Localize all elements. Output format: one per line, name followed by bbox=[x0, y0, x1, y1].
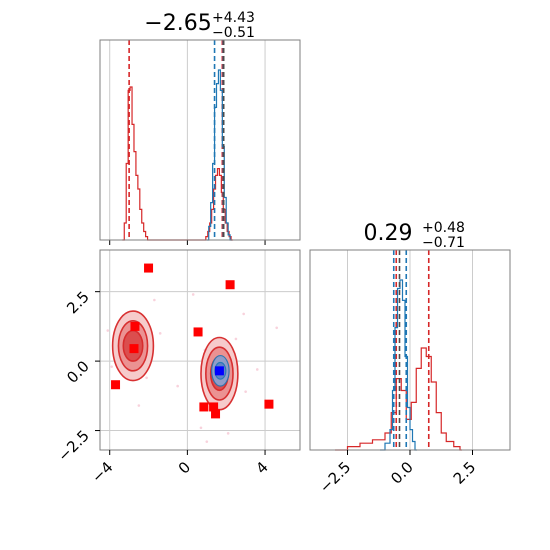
joint-red-marker bbox=[193, 327, 203, 337]
y-marginal-x-tick-label: 0.0 bbox=[387, 458, 417, 488]
joint-sample-point bbox=[242, 312, 245, 316]
joint-red-marker bbox=[199, 402, 209, 412]
y-marginal-x-tick-label: 2.5 bbox=[450, 458, 480, 488]
joint-sample-point bbox=[145, 376, 148, 380]
joint-y-tick-label: −2.5 bbox=[54, 427, 92, 465]
joint-sample-point bbox=[226, 432, 230, 435]
joint-x-tick-label: 0 bbox=[175, 458, 194, 477]
joint-red-marker bbox=[264, 399, 274, 409]
joint-blue-marker bbox=[214, 366, 224, 376]
y-marginal-series-0-step bbox=[335, 347, 462, 451]
joint-red-marker bbox=[144, 263, 154, 273]
joint-x-tick-label: 4 bbox=[252, 458, 271, 477]
joint-sample-point bbox=[153, 298, 156, 302]
joint-sample-point bbox=[191, 293, 195, 296]
joint-sample-point bbox=[255, 368, 259, 371]
x-marginal-series-0-step bbox=[122, 86, 234, 241]
panel-y-marginal: 0.29 +0.48−0.71 −2.5 0.0 2.5 bbox=[309, 220, 511, 497]
joint-sample-point bbox=[199, 426, 203, 430]
panel-title-lower-error: −0.71 bbox=[422, 235, 465, 251]
joint-red-marker bbox=[225, 280, 235, 290]
joint-red-marker bbox=[209, 402, 219, 412]
panel-joint-contour: −4 0 4 −2.5 0.0 2.5 bbox=[54, 249, 301, 486]
joint-y-tick-label: 2.5 bbox=[63, 288, 93, 318]
joint-sample-point bbox=[176, 384, 179, 388]
joint-red-marker bbox=[111, 380, 121, 390]
x-marginal-series-1-step bbox=[206, 69, 233, 241]
joint-frame bbox=[99, 249, 301, 451]
panel-title-upper-error: +0.48 bbox=[422, 220, 465, 236]
joint-sample-point bbox=[158, 332, 162, 335]
panel-title-upper-error: +4.43 bbox=[212, 10, 255, 26]
y-marginal-x-tick-label: −2.5 bbox=[316, 458, 354, 496]
joint-red-marker bbox=[211, 409, 221, 419]
joint-x-tick-label: −4 bbox=[88, 458, 116, 486]
panel-title-value: −2.65 bbox=[144, 11, 211, 36]
joint-sample-point bbox=[275, 326, 278, 330]
joint-sample-point bbox=[205, 440, 209, 443]
joint-red-marker bbox=[130, 321, 140, 331]
panel-title-value: 0.29 bbox=[364, 221, 413, 246]
joint-sample-point bbox=[106, 329, 110, 332]
y-marginal-series-1-step bbox=[380, 279, 417, 451]
joint-sample-point bbox=[137, 404, 141, 407]
joint-sample-point bbox=[244, 390, 247, 393]
x-marginal-frame bbox=[99, 39, 301, 241]
joint-y-tick-label: 0.0 bbox=[63, 357, 93, 387]
joint-sample-point bbox=[110, 365, 113, 368]
joint-sample-point bbox=[234, 337, 238, 341]
joint-red-marker bbox=[129, 344, 139, 354]
panel-title-lower-error: −0.51 bbox=[212, 25, 255, 41]
panel-x-marginal: −2.65 +4.43−0.51 bbox=[99, 10, 301, 245]
